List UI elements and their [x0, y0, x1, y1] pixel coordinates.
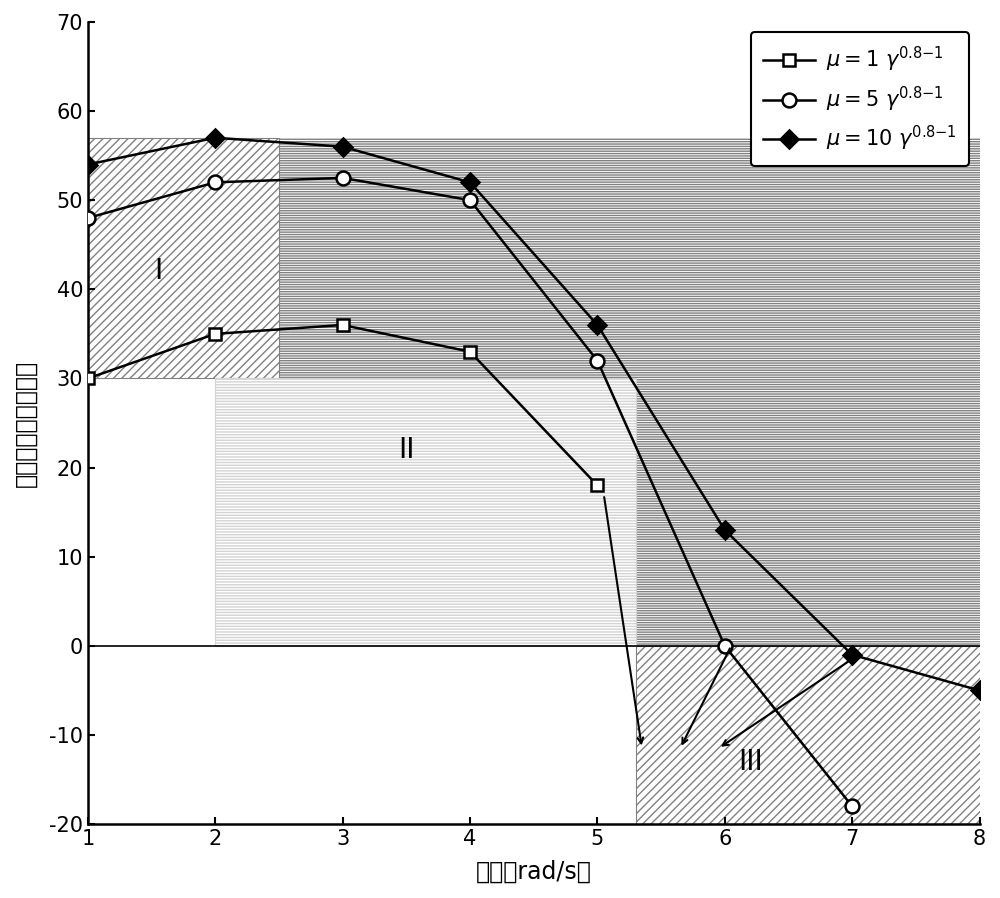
Text: II: II: [398, 436, 415, 463]
Legend: $\mu = 1\ \gamma^{0.8\mathrm{-}1}$, $\mu = 5\ \gamma^{0.8\mathrm{-}1}$, $\mu = 1: $\mu = 1\ \gamma^{0.8\mathrm{-}1}$, $\mu…: [751, 32, 969, 166]
Bar: [88, 137, 279, 378]
Text: III: III: [738, 748, 763, 776]
Text: I: I: [154, 258, 162, 286]
Bar: [215, 137, 992, 646]
X-axis label: 转速（rad/s）: 转速（rad/s）: [476, 860, 592, 885]
Y-axis label: 气泡去除效率提升值: 气泡去除效率提升值: [14, 359, 38, 487]
Bar: [215, 378, 636, 646]
Bar: [636, 646, 992, 824]
Bar: [215, 378, 636, 646]
